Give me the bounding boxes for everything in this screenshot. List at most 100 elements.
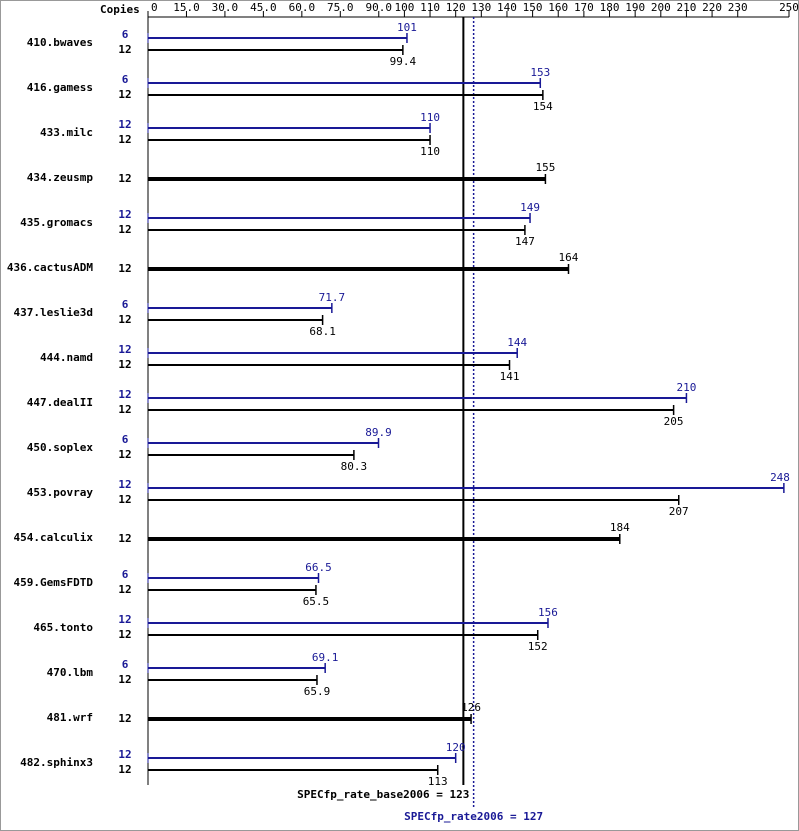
copies-label: 12 [118,493,131,506]
x-tick-label: 230 [728,1,748,14]
copies-label: 12 [118,712,131,725]
value-label: 147 [515,235,535,248]
bar [148,267,569,271]
category-label: 482.sphinx3 [20,756,93,769]
category-label: 433.milc [40,126,93,139]
copies-label: 12 [118,88,131,101]
x-tick-label: 160 [548,1,568,14]
x-tick-label: 75.0 [327,1,354,14]
bar [148,442,379,444]
copies-label: 12 [118,478,131,491]
value-label: 248 [770,471,790,484]
category-label: 444.namd [40,351,93,364]
value-label: 154 [533,100,553,113]
value-label: 99.4 [390,55,417,68]
bar [148,622,548,624]
value-label: 153 [530,66,550,79]
x-tick-label: 210 [677,1,697,14]
bar [148,487,784,489]
x-tick-label: 0 [151,1,158,14]
bar [148,319,323,321]
bar [148,307,332,309]
copies-label: 12 [118,262,131,275]
x-tick-label: 15.0 [173,1,200,14]
bar [148,537,620,541]
copies-label: 12 [118,748,131,761]
bar [148,717,472,721]
x-tick-label: 140 [497,1,517,14]
x-tick-label: 150 [523,1,543,14]
bar [148,217,531,219]
bar [148,577,319,579]
value-label: 113 [428,775,448,788]
value-label: 184 [610,521,630,534]
value-label: 144 [507,336,527,349]
bar [148,397,687,399]
x-tick-label: 200 [651,1,671,14]
bar [148,229,525,231]
value-label: 207 [669,505,689,518]
x-tick-label: 45.0 [250,1,277,14]
x-tick-label: 250 [779,1,799,14]
copies-label: 12 [118,313,131,326]
category-label: 481.wrf [47,711,93,724]
bar [148,49,403,51]
x-tick-label: 120 [446,1,466,14]
bar [148,589,316,591]
category-label: 410.bwaves [27,36,93,49]
category-label: 436.cactusADM [7,261,93,274]
value-label: 149 [520,201,540,214]
x-tick-label: 190 [625,1,645,14]
copies-label: 12 [118,343,131,356]
copies-label: 12 [118,223,131,236]
value-label: 155 [535,161,555,174]
copies-label: 12 [118,613,131,626]
copies-label: 12 [118,358,131,371]
category-label: 450.soplex [27,441,94,454]
copies-label: 12 [118,532,131,545]
bar [148,82,541,84]
bar [148,37,407,39]
copies-label: 6 [122,73,129,86]
copies-label: 12 [118,583,131,596]
copies-label: 12 [118,133,131,146]
x-tick-label: 100 [394,1,414,14]
value-label: 80.3 [341,460,368,473]
copies-label: 12 [118,763,131,776]
value-label: 126 [461,701,481,714]
copies-label: 12 [118,403,131,416]
axis-title: Copies [100,3,140,16]
copies-label: 12 [118,172,131,185]
x-tick-label: 90.0 [366,1,393,14]
copies-label: 12 [118,43,131,56]
bar [148,757,456,759]
x-tick-label: 60.0 [289,1,316,14]
value-label: 110 [420,111,440,124]
bar [148,769,438,771]
copies-label: 12 [118,388,131,401]
copies-label: 6 [122,298,129,311]
value-label: 101 [397,21,417,34]
category-label: 416.gamess [27,81,93,94]
x-tick-label: 130 [471,1,491,14]
category-label: 434.zeusmp [27,171,94,184]
category-label: 470.lbm [47,666,94,679]
bar [148,139,431,141]
x-tick-label: 170 [574,1,594,14]
reference-label: SPECfp_rate2006 = 127 [404,810,543,823]
copies-label: 12 [118,673,131,686]
bar [148,177,546,181]
reference-label: SPECfp_rate_base2006 = 123 [297,788,469,801]
value-label: 156 [538,606,558,619]
copies-label: 12 [118,628,131,641]
bar [148,352,518,354]
copies-label: 6 [122,658,129,671]
value-label: 205 [664,415,684,428]
category-label: 454.calculix [14,531,94,544]
x-tick-label: 180 [600,1,620,14]
value-label: 120 [446,741,466,754]
bar [148,364,510,366]
